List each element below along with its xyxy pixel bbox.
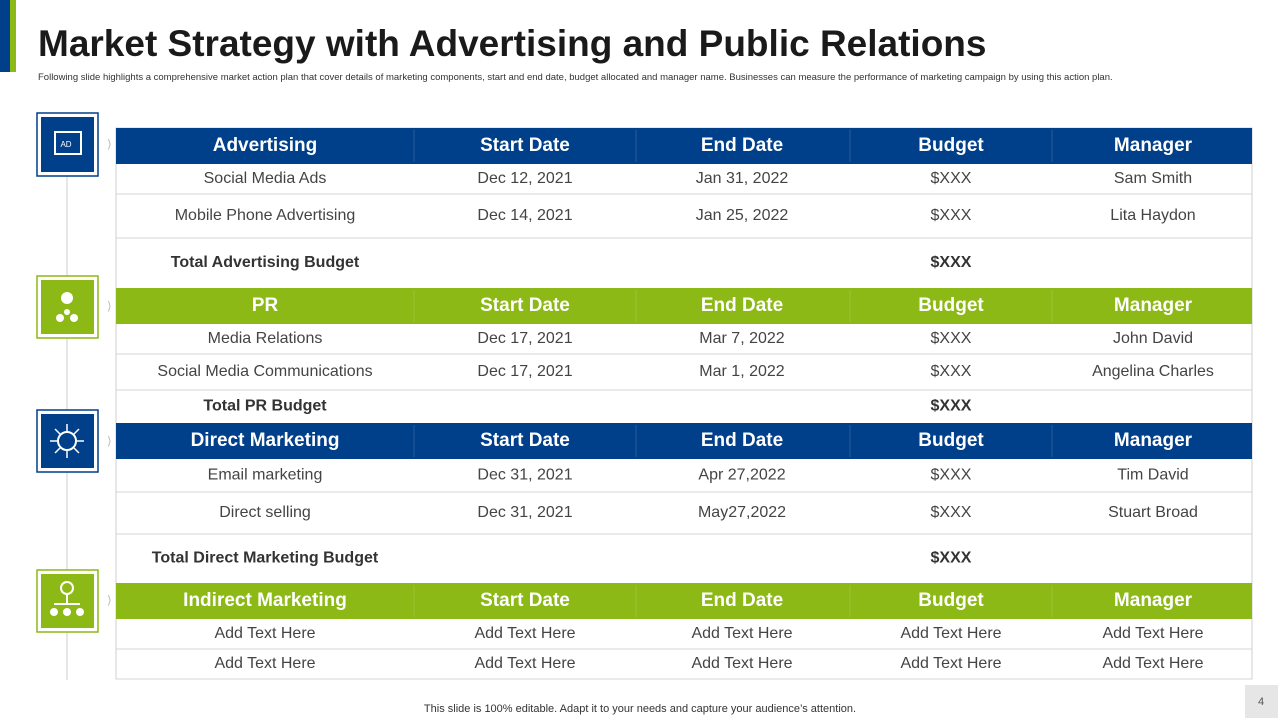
header-cell: Start Date bbox=[480, 590, 570, 611]
header-cell: Budget bbox=[918, 590, 984, 611]
section-header bbox=[116, 583, 1252, 619]
cell: $XXX bbox=[931, 363, 972, 380]
header-cell: End Date bbox=[701, 295, 783, 316]
header-cell: Budget bbox=[918, 135, 984, 156]
cell: $XXX bbox=[931, 207, 972, 224]
cell: Email marketing bbox=[208, 467, 323, 484]
header-cell: Budget bbox=[918, 295, 984, 316]
header-cell: End Date bbox=[701, 430, 783, 451]
total-budget: $XXX bbox=[931, 254, 972, 271]
icon-direct: ⟩ bbox=[36, 409, 112, 473]
cell: Dec 17, 2021 bbox=[477, 363, 572, 380]
cell: Mobile Phone Advertising bbox=[175, 207, 356, 224]
cell: Tim David bbox=[1117, 467, 1188, 484]
cell: Social Media Ads bbox=[204, 170, 327, 187]
cell: John David bbox=[1113, 330, 1193, 347]
total-label: Total Advertising Budget bbox=[171, 254, 360, 271]
svg-text:AD: AD bbox=[60, 140, 71, 149]
subtitle-box: Following slide highlights a comprehensi… bbox=[38, 72, 1113, 83]
cell: Stuart Broad bbox=[1108, 504, 1198, 521]
svg-text:⟩: ⟩ bbox=[107, 593, 112, 607]
cell: Add Text Here bbox=[691, 655, 792, 672]
total-budget: $XXX bbox=[931, 398, 972, 415]
cell: Add Text Here bbox=[691, 625, 792, 642]
cell: Lita Haydon bbox=[1110, 207, 1195, 224]
cell: Add Text Here bbox=[474, 625, 575, 642]
total-budget: $XXX bbox=[931, 550, 972, 567]
cell: Dec 31, 2021 bbox=[477, 504, 572, 521]
svg-text:⟩: ⟩ bbox=[107, 137, 112, 151]
cell: May27,2022 bbox=[698, 504, 786, 521]
footer-note: This slide is 100% editable. Adapt it to… bbox=[424, 703, 856, 715]
page-box bbox=[1245, 685, 1278, 718]
cell: Sam Smith bbox=[1114, 170, 1192, 187]
header-cell: Manager bbox=[1114, 430, 1193, 451]
cell: $XXX bbox=[931, 330, 972, 347]
total-label: Total PR Budget bbox=[203, 398, 327, 415]
cell: Add Text Here bbox=[214, 625, 315, 642]
header-cell: Advertising bbox=[213, 135, 318, 156]
accent-bar bbox=[10, 0, 16, 72]
icon-advertising: AD ⟩ bbox=[36, 112, 112, 177]
page-number: 4 bbox=[1258, 696, 1264, 708]
svg-text:⟩: ⟩ bbox=[107, 434, 112, 448]
cell: Direct selling bbox=[219, 504, 311, 521]
cell: Apr 27,2022 bbox=[698, 467, 785, 484]
header-cell: Manager bbox=[1114, 295, 1193, 316]
cell: $XXX bbox=[931, 467, 972, 484]
svg-text:⟩: ⟩ bbox=[107, 299, 112, 313]
cell: Add Text Here bbox=[900, 655, 1001, 672]
accent-bar bbox=[0, 0, 10, 72]
subtitle: Following slide highlights a comprehensi… bbox=[38, 72, 1113, 83]
header-cell: Direct Marketing bbox=[191, 430, 340, 451]
cell: Social Media Communications bbox=[157, 363, 372, 380]
cell: Dec 17, 2021 bbox=[477, 330, 572, 347]
header-cell: Budget bbox=[918, 430, 984, 451]
section-header bbox=[116, 423, 1252, 459]
header-cell: Start Date bbox=[480, 430, 570, 451]
cell: Dec 31, 2021 bbox=[477, 467, 572, 484]
cell: Mar 7, 2022 bbox=[699, 330, 784, 347]
header-cell: Indirect Marketing bbox=[183, 590, 347, 611]
header-cell: Manager bbox=[1114, 590, 1193, 611]
icon-pr: ⟩ bbox=[36, 275, 112, 339]
cell: Jan 31, 2022 bbox=[696, 170, 789, 187]
header-cell: Start Date bbox=[480, 295, 570, 316]
title: Market Strategy with Advertising and Pub… bbox=[38, 23, 987, 64]
icon-indirect: ⟩ bbox=[36, 569, 112, 633]
cell: Add Text Here bbox=[1102, 625, 1203, 642]
header-cell: End Date bbox=[701, 135, 783, 156]
cell: $XXX bbox=[931, 170, 972, 187]
header-cell: Manager bbox=[1114, 135, 1193, 156]
cell: Add Text Here bbox=[900, 625, 1001, 642]
header-cell: Start Date bbox=[480, 135, 570, 156]
cell: Add Text Here bbox=[1102, 655, 1203, 672]
cell: $XXX bbox=[931, 504, 972, 521]
header-cell: PR bbox=[252, 295, 279, 316]
cell: Add Text Here bbox=[214, 655, 315, 672]
section-header bbox=[116, 128, 1252, 164]
cell: Media Relations bbox=[208, 330, 323, 347]
header-cell: End Date bbox=[701, 590, 783, 611]
section-header bbox=[116, 288, 1252, 324]
cell: Dec 14, 2021 bbox=[477, 207, 572, 224]
total-label: Total Direct Marketing Budget bbox=[152, 550, 379, 567]
cell: Angelina Charles bbox=[1092, 363, 1214, 380]
cell: Dec 12, 2021 bbox=[477, 170, 572, 187]
cell: Jan 25, 2022 bbox=[696, 207, 789, 224]
cell: Mar 1, 2022 bbox=[699, 363, 784, 380]
cell: Add Text Here bbox=[474, 655, 575, 672]
